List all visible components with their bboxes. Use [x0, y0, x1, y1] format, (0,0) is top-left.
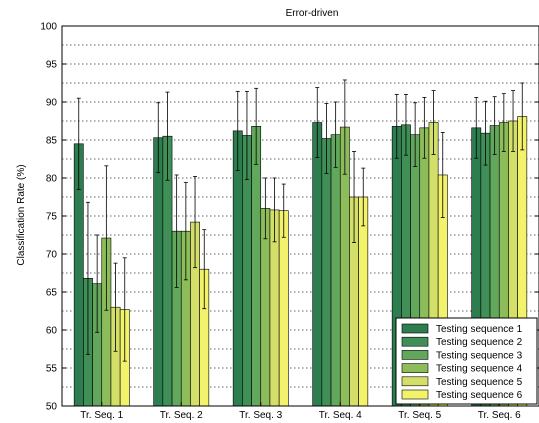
y-tick-label: 70 — [46, 250, 58, 261]
legend-label: Testing sequence 3 — [436, 350, 523, 361]
y-axis-label: Classification Rate (%) — [16, 164, 27, 265]
bar — [358, 196, 369, 407]
y-tick-label: 75 — [46, 212, 58, 223]
legend-label: Testing sequence 2 — [436, 337, 523, 348]
y-tick-label: 90 — [46, 98, 58, 109]
bar — [153, 137, 164, 407]
bar — [251, 126, 262, 407]
y-tick-label: 80 — [46, 174, 58, 185]
y-tick-label: 100 — [40, 22, 57, 33]
x-axis-ticks: Tr. Seq. 1 Tr. Seq. 2 Tr. Seq. 3 Tr. Seq. 4… — [80, 402, 521, 421]
legend-swatch — [401, 363, 429, 373]
y-tick-label: 50 — [46, 402, 58, 413]
x-tick-label: Tr. Seq. 5 — [398, 410, 441, 421]
legend-label: Testing sequence 5 — [436, 377, 523, 388]
bar — [321, 138, 332, 407]
x-tick-label: Tr. Seq. 3 — [239, 410, 282, 421]
bar — [232, 130, 243, 407]
y-tick-label: 65 — [46, 288, 58, 299]
bar — [330, 134, 341, 407]
x-tick-label: Tr. Seq. 4 — [319, 410, 362, 421]
x-tick-label: Tr. Seq. 2 — [160, 410, 203, 421]
plot-frame — [61, 25, 539, 407]
y-tick-label: 60 — [46, 326, 58, 337]
legend-label: Testing sequence 4 — [436, 364, 523, 375]
legend-swatch — [401, 336, 429, 347]
y-tick-label: 95 — [46, 60, 58, 71]
chart-title: Error-driven — [286, 8, 339, 19]
bar — [278, 210, 289, 407]
legend: Testing sequence 1 Testing sequence 2 Test… — [395, 317, 538, 405]
legend-label: Testing sequence 1 — [436, 324, 523, 335]
legend-swatch — [401, 323, 429, 334]
y-axis-ticks: 50 55 60 65 70 75 80 85 90 95 100 — [40, 22, 539, 413]
x-tick-label: Tr. Seq. 6 — [478, 410, 521, 421]
x-tick-label: Tr. Seq. 1 — [80, 410, 123, 421]
y-tick-label: 85 — [46, 136, 58, 147]
legend-swatch — [401, 389, 429, 400]
error-bars — [76, 79, 525, 362]
bar — [312, 122, 323, 407]
y-tick-label: 55 — [46, 364, 58, 375]
legend-label: Testing sequence 6 — [436, 390, 523, 401]
legend-swatch — [401, 376, 429, 387]
legend-swatch — [401, 350, 429, 360]
